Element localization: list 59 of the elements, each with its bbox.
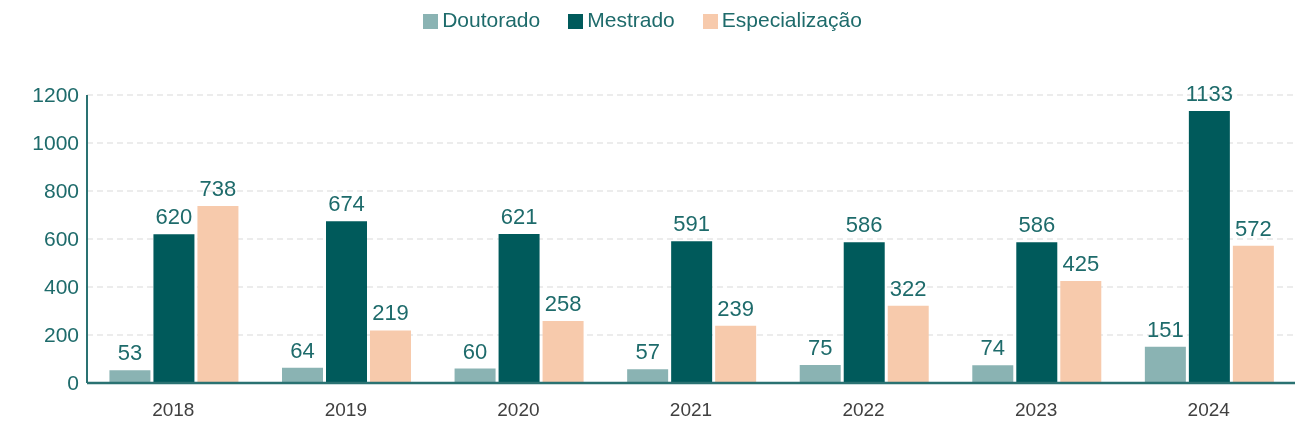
y-tick-label: 0 [67,371,79,395]
bar [370,330,412,383]
x-tick-label: 2020 [497,399,540,421]
data-label: 1133 [1185,81,1234,107]
data-label: 60 [462,338,488,364]
bar [542,321,584,383]
bar [627,369,669,383]
bar [671,241,713,383]
data-label: 258 [544,291,582,317]
data-label: 53 [117,340,143,366]
data-label: 586 [1018,212,1056,238]
bar [1232,245,1274,383]
data-label: 74 [980,335,1006,361]
bar [109,370,151,383]
data-label: 674 [328,191,365,217]
data-label: 586 [845,212,883,238]
x-tick-label: 2022 [842,399,885,421]
data-label: 75 [807,335,833,360]
data-label: 621 [500,203,538,229]
bar [1060,281,1102,383]
x-tick-label: 2023 [1015,399,1058,421]
data-label: 572 [1235,215,1272,241]
legend-label: Mestrado [587,8,675,31]
bar [887,305,929,383]
bar [326,221,368,383]
bar [972,365,1014,383]
bar [454,368,496,383]
bar [282,367,324,383]
data-label: 57 [635,339,660,365]
data-label: 64 [290,337,315,363]
bar [1016,242,1058,383]
x-tick-label: 2019 [324,399,367,421]
data-label: 591 [673,211,711,237]
legend-label: Doutorado [442,8,541,31]
data-label: 738 [199,175,237,201]
x-tick-label: 2024 [1187,399,1231,421]
data-label: 151 [1147,316,1184,342]
bar [153,234,195,383]
y-tick-label: 1200 [32,83,79,107]
y-tick-label: 400 [43,275,79,299]
data-label: 219 [372,300,409,326]
y-tick-label: 1000 [32,131,79,155]
x-tick-label: 2018 [152,399,195,421]
bar [498,233,540,383]
data-label: 239 [717,295,755,321]
bar [197,205,239,383]
bar [1144,346,1186,383]
x-tick-label: 2021 [669,399,713,421]
data-label: 620 [155,204,193,230]
legend-label: Especialização [721,8,862,31]
bar [715,325,757,383]
y-tick-label: 800 [43,179,79,203]
bar [799,365,841,383]
data-label: 425 [1062,251,1100,276]
bar [843,242,885,383]
bar [1188,111,1230,383]
y-tick-label: 200 [43,323,79,347]
y-tick-label: 600 [43,227,79,251]
data-label: 322 [889,275,927,301]
